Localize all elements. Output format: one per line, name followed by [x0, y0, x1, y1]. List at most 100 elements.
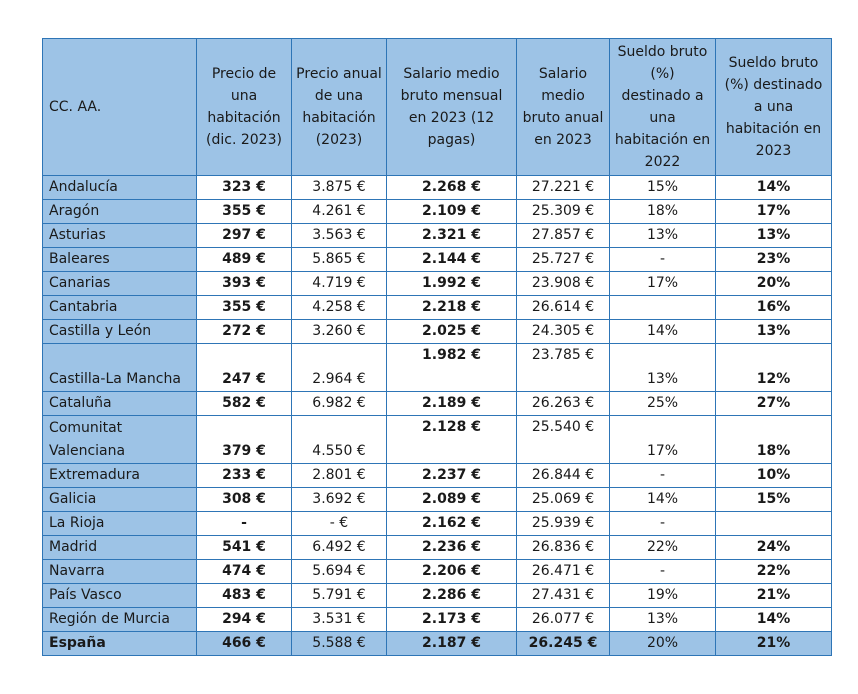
table-row: Aragón 355 €4.261 €2.109 €25.309 €18% 17% — [42, 199, 832, 224]
cell-region: Galicia — [42, 487, 197, 512]
cell-region: La Rioja — [42, 511, 197, 536]
cell-annual-room-price: 3.563 € — [291, 223, 387, 248]
cell-monthly-salary: 2.321 € — [386, 223, 517, 248]
cell-share-2022: - — [609, 511, 716, 536]
cell-region: Baleares — [42, 247, 197, 272]
rent-salary-table: CC. AA. Precio de una habitación (dic. 2… — [42, 38, 832, 656]
cell-region: Aragón — [42, 199, 197, 224]
table-row: Cataluña 582 €6.982 €2.189 €26.263 €25% 27… — [42, 391, 832, 416]
cell-region: Región de Murcia — [42, 607, 197, 632]
cell-monthly-room-price: 393 € — [196, 271, 292, 296]
cell-annual-room-price: 4.550 € — [291, 415, 387, 464]
cell-share-2022: 18% — [609, 199, 716, 224]
cell-share-2022: 22% — [609, 535, 716, 560]
cell-monthly-salary: 2.268 € — [386, 175, 517, 200]
cell-share-2022: - — [609, 463, 716, 488]
cell-monthly-salary: 2.218 € — [386, 295, 517, 320]
cell-monthly-salary: 2.144 € — [386, 247, 517, 272]
cell-region: Andalucía — [42, 175, 197, 200]
cell-monthly-room-price: 466 € — [196, 631, 292, 656]
cell-annual-salary: 25.939 € — [516, 511, 610, 536]
cell-annual-room-price: 3.531 € — [291, 607, 387, 632]
cell-share-2023: 13% — [715, 223, 832, 248]
header-annual-room-price: Precio anual de una habitación (2023) — [291, 38, 387, 176]
cell-annual-salary: 27.221 € — [516, 175, 610, 200]
cell-share-2023: 14% — [715, 607, 832, 632]
cell-annual-room-price: 5.588 € — [291, 631, 387, 656]
header-row: CC. AA. Precio de una habitación (dic. 2… — [42, 38, 832, 176]
table-row: Navarra 474 €5.694 €2.206 €26.471 € -22% — [42, 559, 832, 584]
cell-share-2023: 23% — [715, 247, 832, 272]
table-row: País Vasco 483 €5.791 €2.286 €27.431 €19%… — [42, 583, 832, 608]
table-row: Asturias 297 €3.563 €2.321 €27.857 €13% 13… — [42, 223, 832, 248]
cell-monthly-room-price: 297 € — [196, 223, 292, 248]
cell-monthly-salary: 2.206 € — [386, 559, 517, 584]
cell-monthly-room-price: 233 € — [196, 463, 292, 488]
cell-annual-room-price: 3.260 € — [291, 319, 387, 344]
cell-share-2023: 17% — [715, 199, 832, 224]
cell-share-2023: 13% — [715, 319, 832, 344]
cell-monthly-room-price: 489 € — [196, 247, 292, 272]
table-row: Cantabria 355 €4.258 €2.218 €26.614 € 16% — [42, 295, 832, 320]
table-row: Galicia 308 €3.692 €2.089 €25.069 €14% 15% — [42, 487, 832, 512]
cell-share-2023: 24% — [715, 535, 832, 560]
cell-annual-room-price: 3.875 € — [291, 175, 387, 200]
cell-share-2023: 22% — [715, 559, 832, 584]
table-row: Extremadura 233 €2.801 €2.237 €26.844 € -1… — [42, 463, 832, 488]
cell-annual-room-price: 3.692 € — [291, 487, 387, 512]
table-row: Madrid 541 €6.492 €2.236 €26.836 €22% 24% — [42, 535, 832, 560]
cell-monthly-room-price: 582 € — [196, 391, 292, 416]
cell-share-2022: 17% — [609, 271, 716, 296]
cell-region: Asturias — [42, 223, 197, 248]
cell-annual-room-price: 2.964 € — [291, 343, 387, 392]
cell-annual-salary: 25.540 € — [516, 415, 610, 464]
header-monthly-room-price: Precio de una habitación (dic. 2023) — [196, 38, 292, 176]
cell-annual-room-price: 4.719 € — [291, 271, 387, 296]
cell-annual-room-price: 5.694 € — [291, 559, 387, 584]
cell-monthly-room-price: 355 € — [196, 199, 292, 224]
cell-monthly-salary: 1.982 € — [386, 343, 517, 392]
header-region: CC. AA. — [42, 38, 197, 176]
cell-annual-salary: 25.309 € — [516, 199, 610, 224]
cell-monthly-room-price: - — [196, 511, 292, 536]
header-share-2023: Sueldo bruto (%) destinado a una habitac… — [715, 38, 832, 176]
cell-monthly-salary: 2.109 € — [386, 199, 517, 224]
cell-annual-salary: 26.836 € — [516, 535, 610, 560]
cell-share-2022: 15% — [609, 175, 716, 200]
cell-region: Castilla y León — [42, 319, 197, 344]
cell-annual-room-price: 6.492 € — [291, 535, 387, 560]
cell-monthly-salary: 2.173 € — [386, 607, 517, 632]
header-share-2022: Sueldo bruto (%) destinado a una habitac… — [609, 38, 716, 176]
cell-annual-salary: 24.305 € — [516, 319, 610, 344]
cell-annual-room-price: 6.982 € — [291, 391, 387, 416]
cell-share-2023: 16% — [715, 295, 832, 320]
cell-annual-salary: 26.263 € — [516, 391, 610, 416]
cell-monthly-salary: 2.128 € — [386, 415, 517, 464]
cell-annual-salary: 25.727 € — [516, 247, 610, 272]
header-annual-salary: Salario medio bruto anual en 2023 — [516, 38, 610, 176]
cell-region: Canarias — [42, 271, 197, 296]
cell-share-2022: 13% — [609, 607, 716, 632]
cell-monthly-room-price: 541 € — [196, 535, 292, 560]
cell-share-2023: 20% — [715, 271, 832, 296]
cell-share-2022: - — [609, 247, 716, 272]
cell-share-2022: 20% — [609, 631, 716, 656]
cell-annual-room-price: 5.865 € — [291, 247, 387, 272]
cell-region: Comunitat Valenciana — [42, 415, 197, 464]
cell-region: Navarra — [42, 559, 197, 584]
table-row: La Rioja - - €2.162 €25.939 € - — [42, 511, 832, 536]
cell-annual-room-price: 4.258 € — [291, 295, 387, 320]
table-row: Castilla-La Mancha 247 €2.964 €1.982 €23.… — [42, 343, 832, 392]
cell-monthly-room-price: 355 € — [196, 295, 292, 320]
cell-monthly-salary: 2.237 € — [386, 463, 517, 488]
cell-share-2023 — [715, 511, 832, 536]
cell-monthly-salary: 1.992 € — [386, 271, 517, 296]
cell-monthly-room-price: 474 € — [196, 559, 292, 584]
cell-region: Extremadura — [42, 463, 197, 488]
cell-annual-salary: 25.069 € — [516, 487, 610, 512]
cell-monthly-salary: 2.236 € — [386, 535, 517, 560]
cell-monthly-salary: 2.189 € — [386, 391, 517, 416]
cell-annual-salary: 23.908 € — [516, 271, 610, 296]
cell-region: Cantabria — [42, 295, 197, 320]
table-row: Comunitat Valenciana 379 €4.550 €2.128 €2… — [42, 415, 832, 464]
